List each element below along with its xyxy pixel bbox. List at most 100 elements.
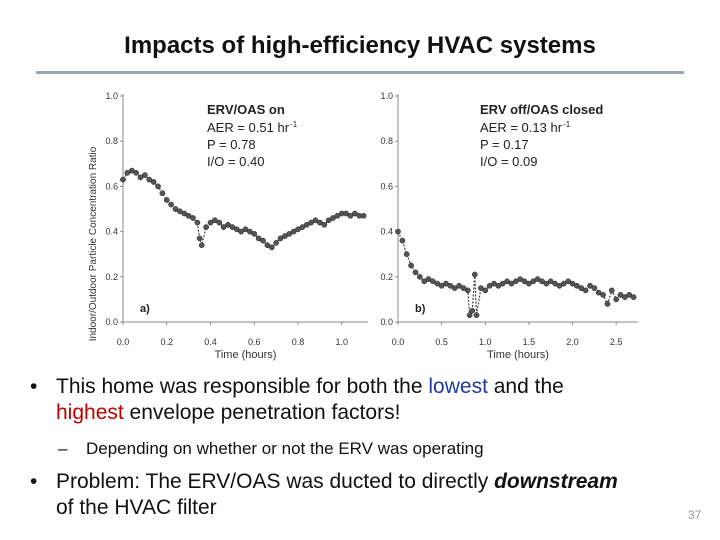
data-point	[260, 237, 266, 244]
y-tick-label: 1.0	[380, 91, 393, 101]
data-point	[360, 212, 367, 219]
title-divider	[36, 71, 684, 74]
bullet-1-pre: This home was responsible for both the	[56, 375, 429, 398]
annotation-line: P = 0.78	[207, 137, 256, 152]
data-point	[521, 278, 528, 285]
x-tick-label: 0.4	[204, 337, 217, 347]
data-point	[142, 172, 148, 178]
data-point	[347, 212, 354, 219]
data-point	[469, 307, 476, 314]
x-tick-label: 0.2	[160, 337, 173, 347]
data-point	[578, 285, 585, 291]
data-point	[464, 287, 471, 294]
data-point	[150, 179, 157, 185]
data-point	[587, 282, 593, 289]
data-point	[321, 221, 328, 228]
data-point	[613, 296, 620, 303]
data-point	[286, 231, 293, 237]
data-point	[203, 224, 209, 230]
annotation-line: AER = 0.51 hr	[207, 120, 290, 135]
x-axis-label: Time (hours)	[487, 349, 549, 361]
y-tick-label: 0.4	[380, 227, 393, 237]
y-axis-label: Indoor/Outdoor Particle Concentration Ra…	[88, 146, 99, 341]
data-point	[412, 269, 419, 276]
data-point	[478, 285, 484, 291]
data-point	[499, 280, 506, 287]
x-tick-label: 2.5	[610, 337, 623, 347]
y-tick-label: 0.0	[105, 317, 118, 327]
downstream-emphasis: downstream	[494, 470, 618, 493]
x-tick-label: 0.8	[292, 337, 305, 347]
panel-label: a)	[140, 303, 150, 315]
data-point	[482, 287, 489, 294]
data-point	[416, 273, 423, 280]
data-point	[604, 301, 611, 307]
data-point	[277, 235, 284, 242]
bullet-2-post: of the HVAC filter	[56, 496, 217, 519]
data-point	[168, 201, 174, 208]
data-point	[574, 282, 580, 289]
x-tick-label: 0.6	[248, 337, 261, 347]
data-point	[456, 282, 462, 289]
data-point	[630, 294, 637, 300]
data-point	[163, 197, 170, 203]
data-point	[308, 219, 314, 226]
data-point	[451, 285, 458, 291]
data-point	[247, 228, 253, 235]
data-point	[543, 280, 550, 287]
annotation-line: I/O = 0.40	[207, 154, 264, 169]
data-point	[508, 280, 515, 287]
y-tick-label: 0.2	[380, 272, 393, 282]
bullet-1-post: envelope penetration factors!	[123, 401, 401, 424]
data-point	[159, 190, 166, 197]
data-point	[547, 278, 554, 285]
data-point	[181, 210, 188, 217]
data-point	[242, 226, 249, 233]
y-tick-label: 0.8	[105, 136, 118, 146]
data-point	[395, 228, 401, 235]
annotation-line: P = 0.17	[480, 137, 529, 152]
slide-title: Impacts of high-efficiency HVAC systems	[124, 32, 596, 59]
data-point	[133, 169, 139, 176]
data-point	[312, 217, 319, 224]
data-point	[408, 262, 414, 269]
data-point	[430, 278, 436, 285]
data-point	[194, 219, 201, 226]
charts-figure: Indoor/Outdoor Particle Concentration Ra…	[85, 84, 645, 366]
sub-bullet: – Depending on whether or not the ERV wa…	[58, 438, 484, 460]
data-point	[155, 183, 161, 190]
data-point	[460, 285, 467, 291]
data-point	[212, 217, 218, 224]
data-point	[526, 280, 532, 287]
data-point	[403, 251, 410, 258]
data-point	[473, 312, 480, 319]
data-point	[146, 176, 153, 183]
data-point	[560, 280, 567, 287]
bullet-marker-1: •	[30, 375, 38, 398]
x-tick-label: 0.0	[392, 337, 405, 347]
data-point	[399, 237, 406, 244]
data-point	[504, 278, 510, 285]
x-axis-label: Time (hours)	[215, 349, 277, 361]
y-tick-label: 1.0	[105, 91, 118, 101]
panel-label: b)	[415, 303, 426, 315]
sub-bullet-text: Depending on whether or not the ERV was …	[86, 439, 484, 458]
data-point	[290, 228, 297, 235]
data-point	[120, 176, 126, 183]
data-point	[352, 210, 358, 217]
bullet-1-mid: and the	[487, 375, 564, 398]
bullet-1-text: This home was responsible for both the l…	[56, 374, 564, 426]
data-point	[273, 240, 279, 246]
data-point	[471, 271, 478, 278]
data-point	[198, 242, 205, 249]
data-point	[268, 244, 275, 251]
x-tick-label: 0.5	[435, 337, 448, 347]
lowest-highlight: lowest	[428, 375, 488, 398]
x-tick-label: 1.5	[523, 337, 536, 347]
x-tick-label: 2.0	[566, 337, 579, 347]
page-number: 37	[688, 508, 702, 522]
data-point	[325, 217, 332, 224]
annotation-line: AER = 0.13 hr	[480, 120, 563, 135]
annotation-superscript: -1	[563, 120, 571, 129]
data-point	[466, 312, 473, 319]
